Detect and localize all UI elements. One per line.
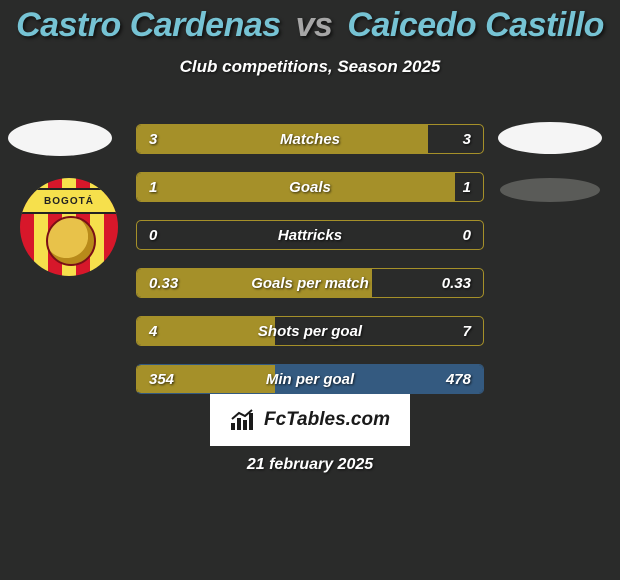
stat-label: Hattricks	[137, 221, 483, 249]
comparison-card: Castro Cardenas vs Caicedo Castillo Club…	[0, 0, 620, 580]
player2-name: Caicedo Castillo	[347, 6, 604, 44]
stat-value-right: 7	[463, 317, 471, 345]
stat-row: 33Matches	[136, 124, 484, 154]
stat-row: 0 0Hattricks	[136, 220, 484, 250]
stat-value-left: 4	[149, 317, 157, 345]
player2-oval-bottom	[500, 178, 600, 202]
stat-value-left: 0.33	[149, 269, 178, 297]
stat-row: 47Shots per goal	[136, 316, 484, 346]
bar-fill-left	[137, 173, 455, 201]
stat-row: 354478Min per goal	[136, 364, 484, 394]
stat-value-left: 3	[149, 125, 157, 153]
crest-band: BOGOTÁ	[20, 188, 118, 214]
stat-row: 0.330.33Goals per match	[136, 268, 484, 298]
stat-value-left: 0	[149, 221, 157, 249]
stat-value-right: 0	[463, 221, 471, 249]
stat-rows: 33Matches11Goals00Hattricks0.330.33Goals…	[136, 124, 484, 412]
subtitle: Club competitions, Season 2025	[0, 57, 620, 77]
club-crest: BOGOTÁ	[20, 178, 118, 276]
crest-emblem	[46, 216, 96, 266]
vs-text: vs	[296, 6, 333, 44]
source-logo: FcTables.com	[210, 394, 410, 446]
stat-value-right: 478	[446, 365, 471, 393]
stat-row: 11Goals	[136, 172, 484, 202]
stat-value-left: 354	[149, 365, 174, 393]
logo-text: FcTables.com	[264, 409, 390, 431]
player1-oval	[8, 120, 112, 156]
player2-oval-top	[498, 122, 602, 154]
bar-fill-left	[137, 125, 428, 153]
page-title: Castro Cardenas vs Caicedo Castillo	[0, 0, 620, 45]
stat-value-right: 1	[463, 173, 471, 201]
player1-name: Castro Cardenas	[16, 6, 281, 44]
chart-icon	[230, 409, 258, 431]
stat-value-left: 1	[149, 173, 157, 201]
bar-fill-left	[137, 317, 275, 345]
stat-value-right: 3	[463, 125, 471, 153]
stat-value-right: 0.33	[442, 269, 471, 297]
date: 21 february 2025	[0, 456, 620, 474]
